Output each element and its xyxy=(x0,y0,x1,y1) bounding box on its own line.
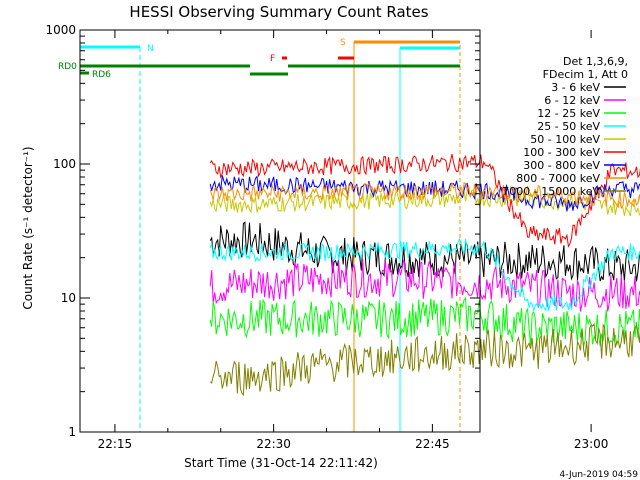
x-axis-label: Start Time (31-Oct-14 22:11:42) xyxy=(184,456,378,470)
legend-entry-label: 12 - 25 keV xyxy=(537,107,600,120)
y-tick-label: 1000 xyxy=(45,23,76,37)
legend-entry-label: 300 - 800 keV xyxy=(523,159,600,172)
legend-header: FDecim 1, Att 0 xyxy=(543,68,628,81)
tick-labels: 22:1522:3022:4523:0023:1523:3023:4511010… xyxy=(45,23,609,451)
series-line xyxy=(209,189,640,217)
x-tick-label: 22:30 xyxy=(256,437,291,451)
y-tick-label: 10 xyxy=(61,291,76,305)
flag-label-s: S xyxy=(340,38,346,48)
legend-entry-label: 3 - 6 keV xyxy=(551,81,600,94)
chart-title: HESSI Observing Summary Count Rates xyxy=(129,3,428,21)
x-tick-label: 22:15 xyxy=(98,437,133,451)
axes xyxy=(79,29,592,433)
flag-bars: N S F RD0 RD6 xyxy=(58,38,461,432)
series-line xyxy=(209,238,640,312)
x-tick-label: 22:45 xyxy=(415,437,450,451)
legend-entry-label: 100 - 300 keV xyxy=(523,146,600,159)
series-line xyxy=(209,181,640,210)
legend-header: Det 1,3,6,9, xyxy=(563,55,628,68)
series-layer xyxy=(209,153,640,397)
plot-frame xyxy=(79,29,481,433)
series-line xyxy=(209,259,640,312)
legend-entry-label: 6 - 12 keV xyxy=(544,94,600,107)
legend-entry-label: 7000 - 15000 keV xyxy=(502,185,600,198)
flag-label-rd0: RD0 xyxy=(58,62,77,72)
y-tick-label: 1 xyxy=(68,425,76,439)
legend-entry-label: 25 - 50 keV xyxy=(537,120,600,133)
series-line xyxy=(209,322,640,397)
flag-label-f: F xyxy=(270,54,275,64)
y-axis-label: Count Rate (s⁻¹ detector⁻¹) xyxy=(21,146,35,309)
series-line xyxy=(209,296,640,347)
x-tick-label: 23:00 xyxy=(574,437,609,451)
flag-label-n: N xyxy=(147,44,154,54)
legend-entry-label: 800 - 7000 keV xyxy=(516,172,600,185)
series-line xyxy=(209,153,640,248)
flag-label-rd6: RD6 xyxy=(92,70,111,80)
footer-timestamp: 4-Jun-2019 04:59 xyxy=(560,470,639,480)
legend-entry-label: 50 - 100 keV xyxy=(530,133,600,146)
y-tick-label: 100 xyxy=(53,157,76,171)
